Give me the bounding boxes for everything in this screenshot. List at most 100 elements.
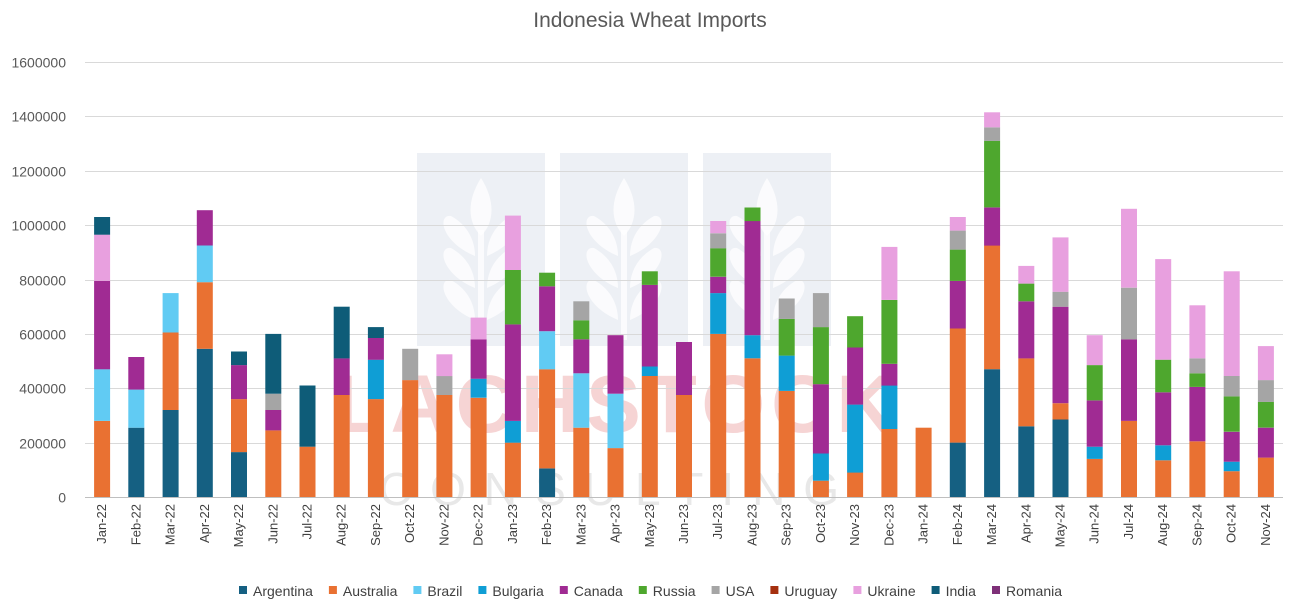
bar-segment-canada [231, 365, 247, 400]
x-tick-label: Nov-24 [1258, 504, 1273, 546]
bar-segment-australia [1052, 403, 1069, 420]
bar-segment-usa [812, 293, 829, 328]
bar-segment-russia [1086, 365, 1103, 401]
bar-segment-brazil [539, 331, 556, 370]
bar-segment-usa [436, 376, 453, 395]
x-tick-label: Jan-24 [916, 504, 931, 544]
bar-segment-canada [1155, 392, 1172, 446]
x-tick-label: May-22 [231, 504, 246, 547]
legend-item-canada: Canada [559, 583, 623, 599]
legend-label: Romania [1006, 583, 1062, 599]
bar-segment-australia [299, 446, 316, 497]
bar-segment-argentina [949, 442, 966, 497]
bar-segment-russia [573, 320, 590, 340]
x-tick-label: Sep-22 [368, 504, 383, 546]
legend-item-ukraine: Ukraine [853, 583, 916, 599]
x-tick-label: May-24 [1053, 504, 1068, 547]
bar-segment-russia [1155, 359, 1172, 393]
bar-segment-russia [1018, 283, 1035, 302]
bar-segment-canada [676, 342, 692, 395]
bar-segment-canada [539, 286, 556, 332]
bar-segment-canada [744, 221, 761, 336]
x-tick-label: Apr-24 [1018, 504, 1033, 543]
bar-segment-australia [333, 395, 350, 497]
bar-segment-india [299, 385, 316, 447]
bar-segment-argentina [162, 410, 179, 497]
y-tick-label: 200000 [19, 436, 66, 452]
wheat-grain-icon [586, 247, 618, 288]
wheat-logo-watermark [417, 153, 831, 346]
bar-segment-bulgaria [744, 335, 761, 359]
bar-segment-bulgaria [367, 359, 384, 400]
bar-segment-russia [984, 140, 1001, 208]
y-axis: 0 200000 400000 600000 800000 1000000 1200000 1… [11, 55, 66, 506]
x-tick-label: Apr-22 [197, 504, 212, 543]
bar-segment-canada [1257, 427, 1274, 458]
bar-segment-australia [1223, 471, 1240, 497]
x-tick-label: Feb-22 [128, 504, 143, 545]
bar-segment-canada [607, 335, 624, 394]
bar-segment-australia [573, 427, 590, 497]
bar-segment-russia [539, 272, 556, 287]
bar-segment-australia [915, 427, 932, 497]
bar-segment-india [231, 351, 247, 366]
x-tick-label: Jun-23 [676, 504, 691, 544]
bar-segment-canada [812, 384, 829, 454]
bar-segment-brazil [162, 293, 179, 333]
bar-segment-bulgaria [1223, 461, 1240, 472]
bar-segment-bulgaria [881, 385, 898, 429]
bar-segment-russia [744, 207, 761, 222]
bar-segment-russia [1189, 373, 1206, 387]
wheat-grain-icon [470, 178, 492, 236]
bar-segment-australia [881, 429, 898, 497]
bar-segment-australia [1155, 460, 1172, 497]
bar-segment-australia [744, 358, 761, 497]
gridlines [85, 62, 1283, 444]
bar-segment-australia [539, 369, 556, 469]
bar-segment-india [333, 306, 350, 359]
legend-label: Bulgaria [492, 583, 544, 599]
bar-segment-canada [881, 363, 898, 386]
bar-segment-bulgaria [641, 366, 658, 376]
bar-segment-canada [470, 339, 487, 379]
bar-segment-ukraine [1052, 237, 1069, 292]
bar-segment-canada [128, 357, 145, 390]
legend-label: Australia [343, 583, 398, 599]
bar-segment-canada [504, 324, 521, 421]
bar-segment-usa [1052, 291, 1069, 307]
bar-segment-usa [1121, 287, 1137, 340]
legend-label: India [946, 583, 977, 599]
bar-segment-australia [402, 380, 419, 497]
bar-segment-argentina [1018, 426, 1035, 497]
legend-swatch [638, 586, 647, 594]
bar-segment-canada [1223, 431, 1240, 462]
x-tick-label: May-23 [642, 504, 657, 547]
legend-swatch [413, 586, 422, 594]
bar-segment-ukraine [94, 234, 111, 281]
bar-segment-australia [94, 420, 111, 497]
bar-segment-ukraine [1086, 335, 1103, 366]
legend-swatch [853, 586, 862, 594]
bar-segment-russia [1257, 401, 1274, 428]
legend-swatch [239, 586, 247, 594]
x-tick-label: Aug-24 [1155, 504, 1170, 546]
bar-segment-bulgaria [470, 378, 487, 398]
bar-segment-canada [94, 280, 111, 370]
x-tick-label: Dec-22 [471, 504, 486, 546]
x-tick-label: Nov-23 [847, 504, 862, 546]
wheat-grain-icon [773, 247, 805, 288]
bar-segment-ukraine [984, 112, 1001, 128]
bar-segment-india [367, 327, 384, 338]
bar-segment-russia [710, 248, 727, 277]
legend: Argentina Australia Brazil Bulgaria Canada Ru… [239, 583, 1062, 599]
wheat-stem [621, 230, 627, 340]
x-tick-label: Feb-23 [539, 504, 554, 545]
y-tick-label: 0 [58, 490, 66, 506]
wheat-stem [764, 230, 770, 340]
bar-segment-australia [949, 328, 966, 443]
x-tick-label: Apr-23 [608, 504, 623, 543]
bar-segment-brazil [196, 245, 213, 283]
bar-segment-australia [676, 395, 692, 497]
bar-segment-australia [812, 480, 829, 497]
legend-swatch [931, 586, 940, 594]
